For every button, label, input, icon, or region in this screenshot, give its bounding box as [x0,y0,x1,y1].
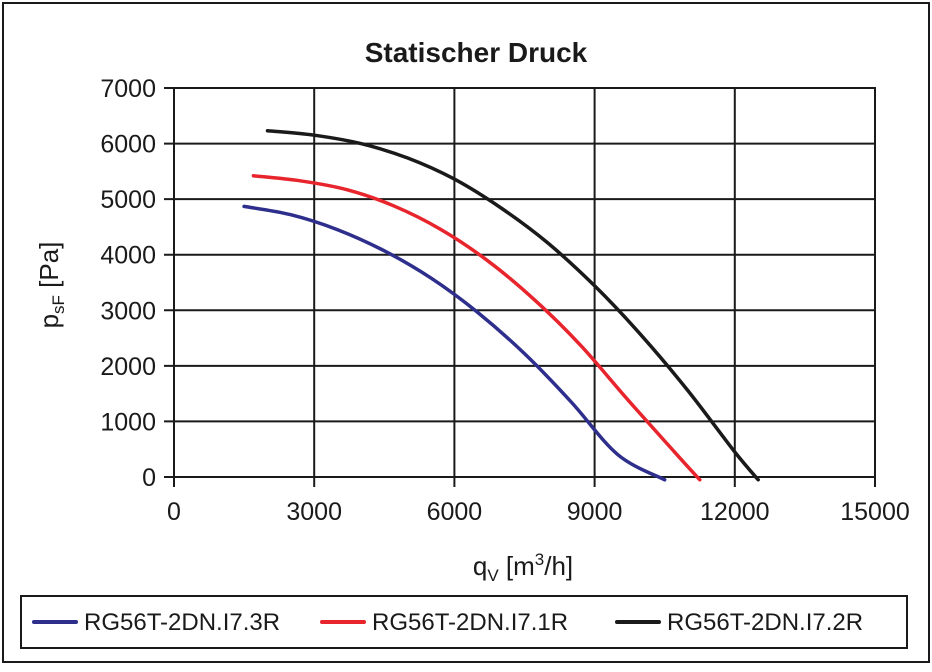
x-tick-label: 12000 [700,498,770,526]
legend: RG56T-2DN.I7.3R RG56T-2DN.I7.1R RG56T-2DN.… [32,609,863,636]
plot-area [173,87,876,478]
outer-border [2,2,930,663]
x-tick-label: 3000 [286,498,342,526]
x-axis-label-sub: V [487,566,499,585]
y-tick-label: 2000 [100,353,156,381]
y-axis-label: psF [Pa] [34,242,68,329]
series-line-1 [242,204,667,482]
series-line-2 [251,174,702,482]
legend-label-2: RG56T-2DN.I7.1R [372,609,568,636]
x-tick-label: 15000 [840,498,910,526]
legend-label-3: RG56T-2DN.I7.2R [667,609,863,636]
x-axis-label-unit-pre: [m [499,551,535,581]
x-tick-label: 9000 [567,498,623,526]
y-tick-label: 0 [142,464,156,492]
legend-box [20,595,908,649]
y-tick-label: 7000 [100,75,156,103]
y-tick-label: 4000 [100,242,156,270]
y-tick-label: 3000 [100,297,156,325]
x-axis-label-sup: 3 [535,550,544,569]
x-axis-label: qV [m3/h] [473,550,573,585]
x-tick-label: 6000 [427,498,483,526]
x-tick-label: 0 [167,498,181,526]
chart-title: Statischer Druck [365,37,588,68]
legend-label-1: RG56T-2DN.I7.3R [84,609,280,636]
y-axis-label-unit: [Pa] [34,242,64,295]
tick-labels: 0 3000 6000 9000 12000 15000 0 1000 2000 3000 4000… [100,75,909,526]
series-lines [242,129,760,482]
series-line-3 [265,129,760,482]
y-tick-label: 5000 [100,186,156,214]
y-tick-label: 1000 [100,408,156,436]
y-tick-label: 6000 [100,131,156,159]
plot-border [173,87,876,478]
x-axis-label-unit-post: /h] [544,551,573,581]
y-axis-label-sub: sF [49,295,68,314]
